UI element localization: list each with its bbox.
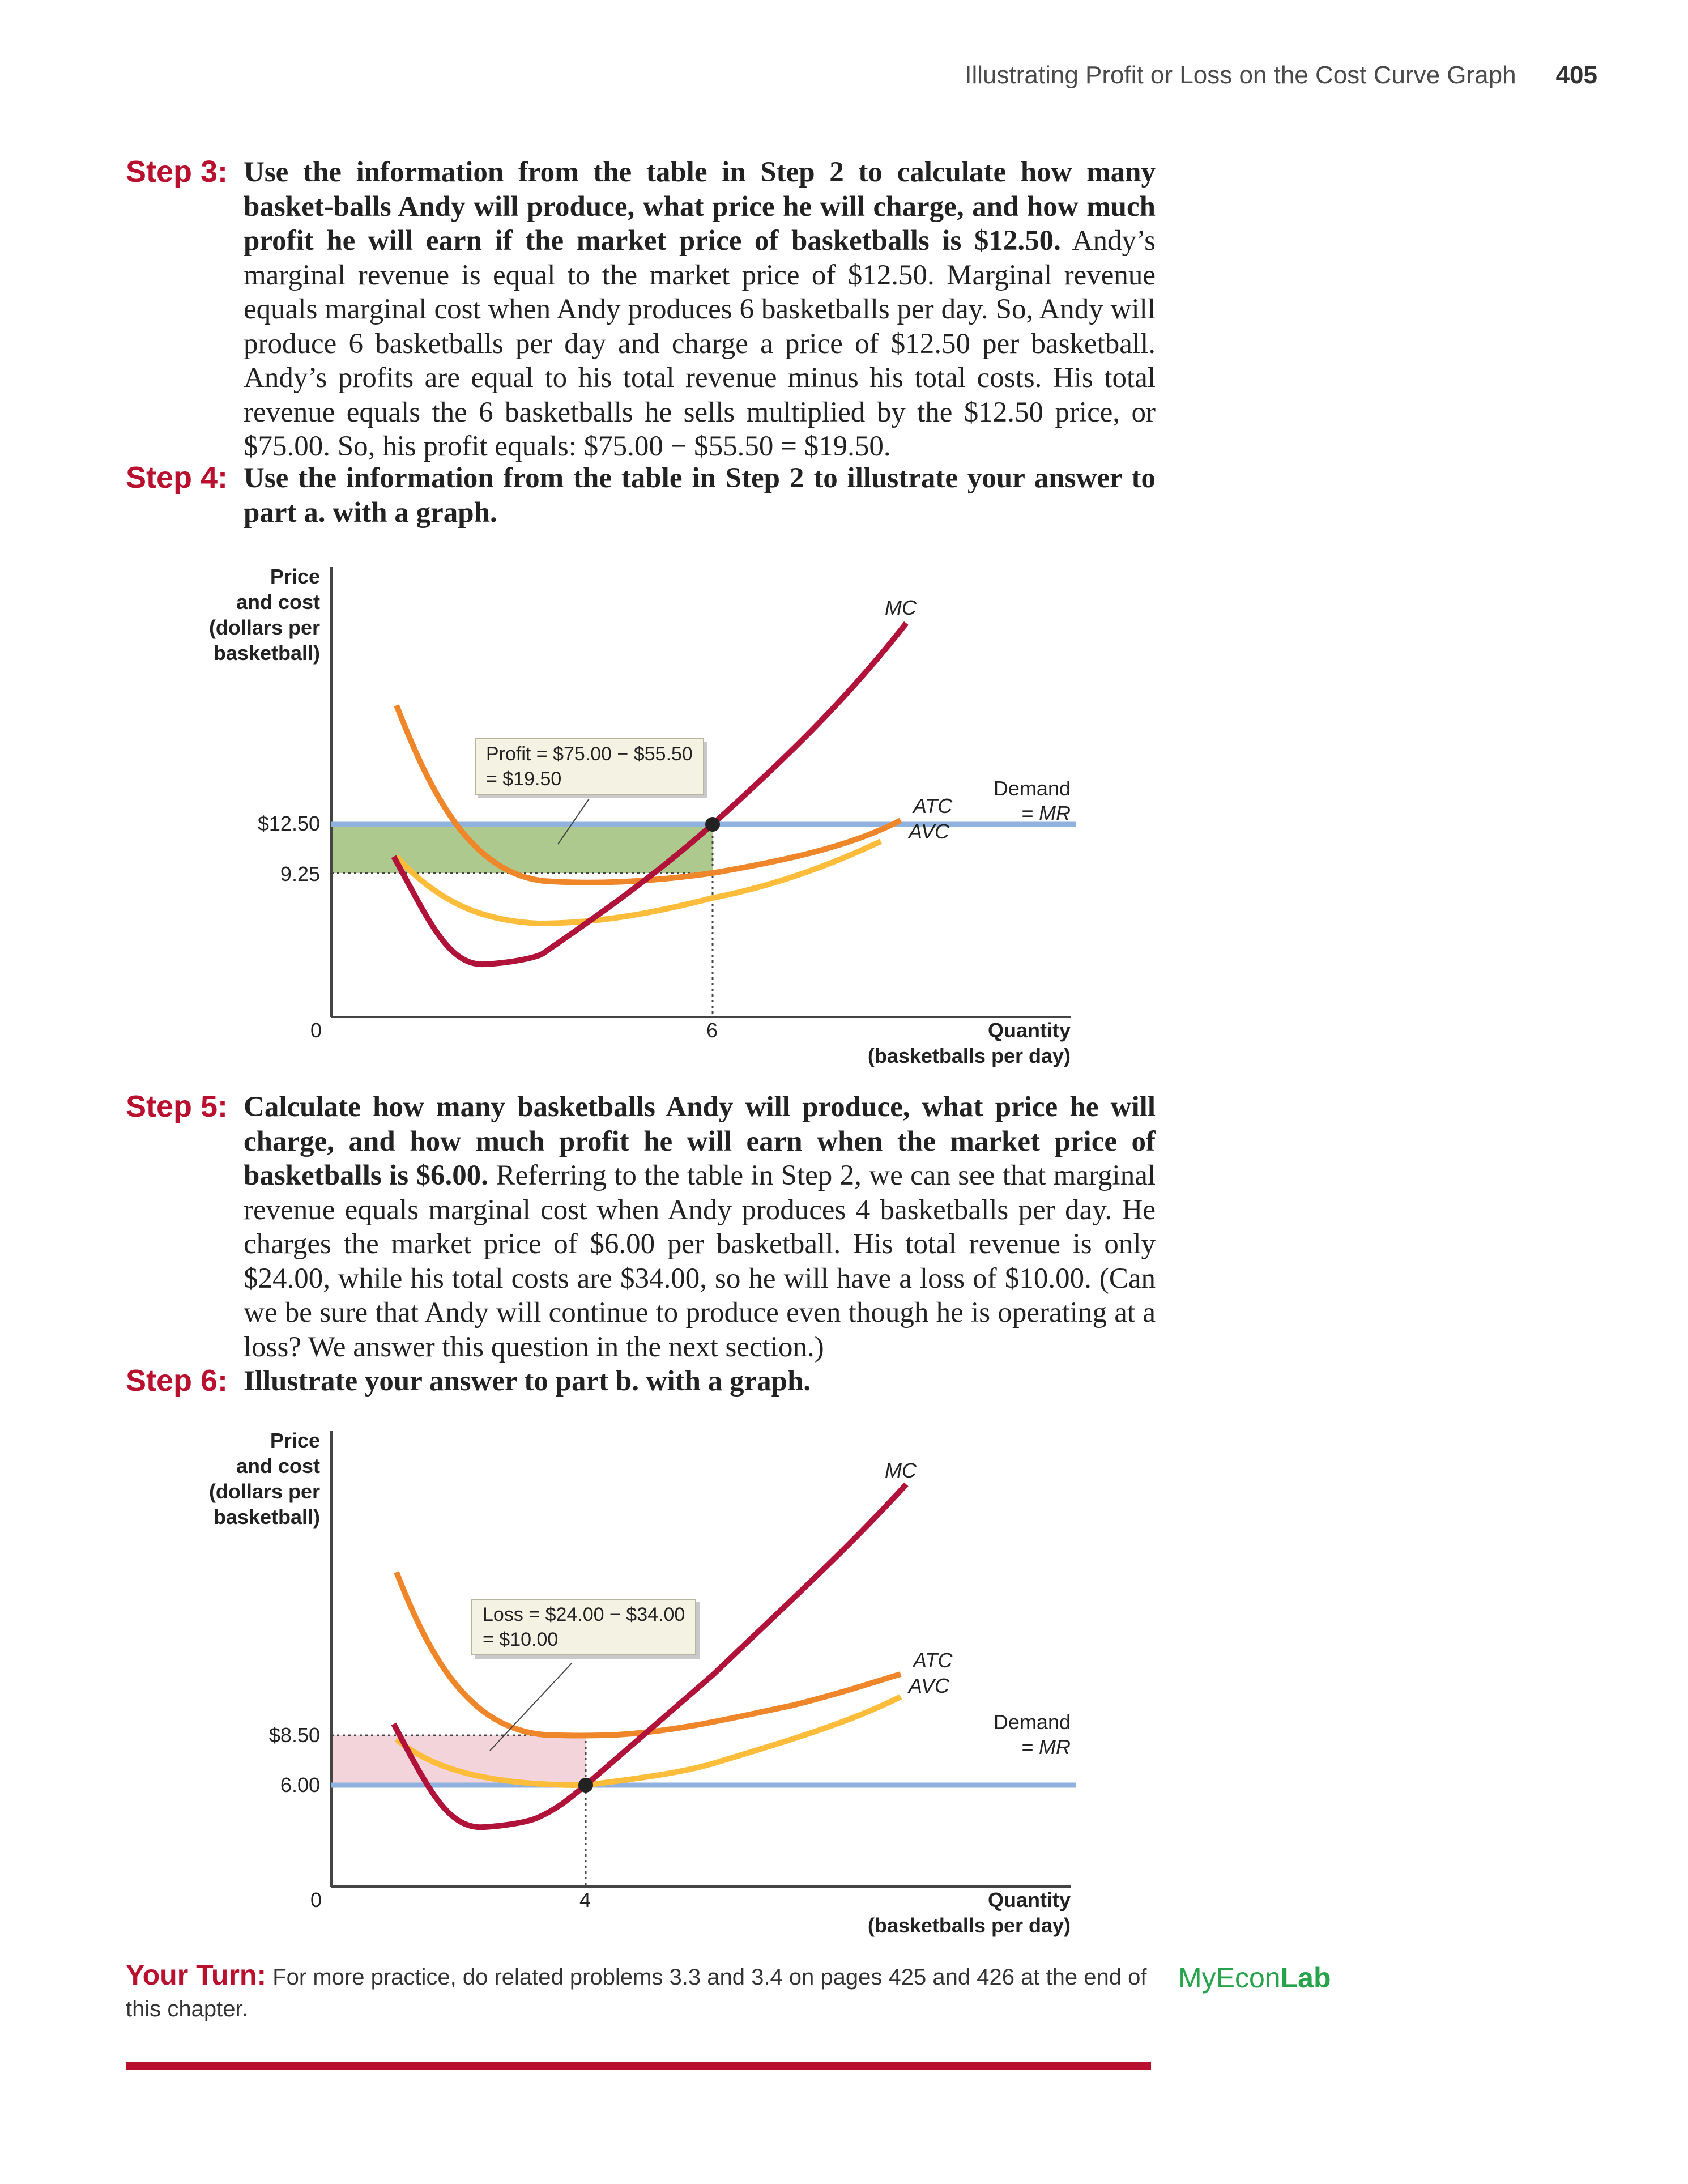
origin-label: 0 [310,1019,322,1042]
demand-label-line: Demand [993,777,1071,800]
step-6-body: Illustrate your answer to part b. with a… [244,1364,1156,1399]
y-title-line: and cost [236,1454,320,1478]
atc-curve [394,704,902,885]
loss-annotation: Loss = $24.00 − $34.00 = $10.00 [471,1599,697,1655]
myeconlab-logo: MyEconLab [1178,1961,1331,1994]
your-turn-label: Your Turn: [126,1959,267,1991]
demand-label-line: = MR [1021,1735,1071,1759]
your-turn: Your Turn: For more practice, do related… [126,1959,1162,2025]
y-title-line: (dollars per [208,616,320,639]
demand-mr-label: Demand = MR [963,776,1071,826]
x-title-line: Quantity [987,1019,1071,1042]
annotation-line: = $10.00 [483,1629,559,1650]
x-axis-title: Quantity (basketballs per day) [731,1887,1071,1938]
y-title-line: (dollars per [208,1480,320,1503]
avc-curve [394,838,883,927]
bottom-rule [126,2062,1151,2070]
annotation-leader [489,1662,573,1751]
step-3-body: Use the information from the table in St… [244,155,1156,464]
step-6-bold: Illustrate your answer to part b. with a… [244,1365,811,1397]
mc-label: MC [885,596,917,619]
y-title-line: basketball) [213,641,320,665]
annotation-line: Profit = $75.00 − $55.50 [486,743,693,765]
header-title: Illustrating Profit or Loss on the Cost … [965,61,1516,89]
step-5-label: Step 5: [126,1089,228,1123]
step-5-text: Referring to the table in Step 2, we can… [244,1160,1156,1363]
step-4-label: Step 4: [126,461,228,495]
step-4-body: Use the information from the table in St… [244,461,1156,530]
annotation-line: = $19.50 [486,768,562,790]
myeconlab-my: MyEcon [1178,1962,1281,1994]
x-title-line: (basketballs per day) [867,1044,1071,1067]
avc-curve [394,1694,902,1789]
y-tick-label: 6.00 [280,1773,320,1796]
y-tick-label: 9.25 [280,862,320,885]
equilibrium-point [705,817,720,832]
step-6-label: Step 6: [126,1364,228,1398]
demand-label-line: = MR [1021,802,1071,825]
avc-label: AVC [909,1674,950,1697]
y-title-line: Price [270,1429,320,1452]
step-3-text: Andy’s marginal revenue is equal to the … [244,225,1156,462]
y-axis-title: Price and cost (dollars per basketball) [170,1428,320,1530]
y-title-line: and cost [236,590,320,614]
demand-label-line: Demand [993,1710,1071,1734]
page-number: 405 [1555,61,1597,89]
avc-label: AVC [909,820,950,843]
step-5-body: Calculate how many basketballs Andy will… [244,1090,1156,1364]
step-3-label: Step 3: [126,155,228,189]
atc-curve [394,1571,902,1739]
x-tick-label: 6 [706,1019,718,1042]
x-title-line: Quantity [987,1888,1071,1911]
x-title-line: (basketballs per day) [867,1914,1071,1937]
mc-label: MC [885,1459,917,1482]
y-tick-label: $12.50 [257,812,320,835]
annotation-leader [557,798,590,845]
y-title-line: basketball) [213,1505,320,1529]
y-title-line: Price [270,565,320,588]
loss-area [331,1735,586,1785]
profit-annotation: Profit = $75.00 − $55.50 = $19.50 [475,738,704,795]
demand-mr-label: Demand = MR [963,1710,1071,1760]
profit-chart-svg [330,567,1076,1018]
annotation-line: Loss = $24.00 − $34.00 [483,1604,685,1625]
myeconlab-lab: Lab [1280,1962,1331,1994]
y-axis-title: Price and cost (dollars per basketball) [170,564,320,666]
x-axis-title: Quantity (basketballs per day) [731,1018,1071,1068]
atc-label: ATC [913,1649,953,1672]
loss-chart-svg [330,1431,1076,1888]
step-5-bold: Calculate how many basketballs Andy will… [244,1091,1156,1191]
mc-curve [391,621,909,968]
step-3-bold: Use the information from the table in St… [244,156,1156,257]
step-4-bold: Use the information from the table in St… [244,462,1156,529]
origin-label: 0 [310,1888,322,1911]
y-tick-label: $8.50 [268,1723,320,1747]
profit-area [331,824,713,873]
your-turn-text: For more practice, do related problems 3… [126,1965,1147,2021]
equilibrium-point [578,1778,593,1793]
x-tick-label: 4 [579,1888,591,1911]
atc-label: ATC [913,794,953,818]
running-header: Illustrating Profit or Loss on the Cost … [850,61,1597,90]
